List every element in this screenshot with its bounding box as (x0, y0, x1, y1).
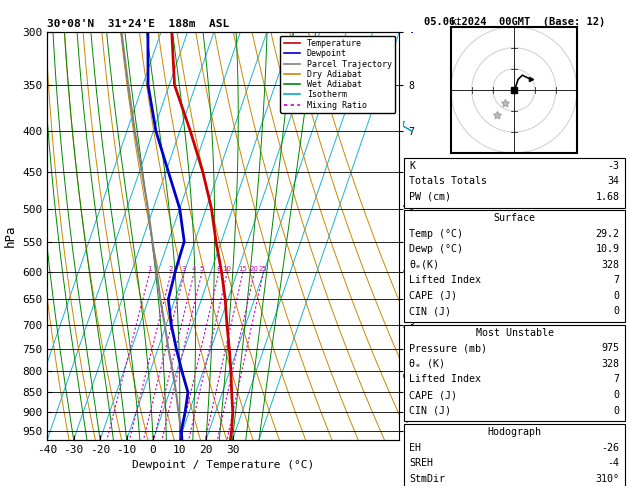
Text: EH: EH (409, 443, 421, 452)
Text: PW (cm): PW (cm) (409, 192, 452, 202)
Text: 0: 0 (613, 390, 620, 400)
Text: K: K (409, 161, 416, 171)
Text: Hodograph: Hodograph (487, 427, 542, 437)
Text: 328: 328 (601, 260, 620, 270)
Text: -26: -26 (601, 443, 620, 452)
Text: Lifted Index: Lifted Index (409, 276, 481, 285)
Text: 4: 4 (191, 266, 196, 272)
Text: 1.68: 1.68 (596, 192, 620, 202)
Text: 0: 0 (613, 291, 620, 301)
Text: Temp (°C): Temp (°C) (409, 229, 464, 239)
Text: 25: 25 (259, 266, 267, 272)
Text: Surface: Surface (494, 213, 535, 223)
Text: -4: -4 (608, 458, 620, 468)
Text: θₑ(K): θₑ(K) (409, 260, 440, 270)
Text: 8: 8 (216, 266, 221, 272)
Text: 1: 1 (147, 266, 152, 272)
Text: 975: 975 (601, 344, 620, 353)
Text: 29.2: 29.2 (596, 229, 620, 239)
Text: CAPE (J): CAPE (J) (409, 291, 457, 301)
Text: 30°08'N  31°24'E  188m  ASL: 30°08'N 31°24'E 188m ASL (47, 19, 230, 30)
Y-axis label: km
ASL: km ASL (442, 225, 460, 246)
Text: 0: 0 (613, 406, 620, 416)
Text: 34: 34 (608, 176, 620, 186)
Text: 10: 10 (222, 266, 231, 272)
Text: CIN (J): CIN (J) (409, 406, 452, 416)
Text: StmDir: StmDir (409, 474, 445, 484)
Text: 20: 20 (249, 266, 258, 272)
Text: 7: 7 (613, 276, 620, 285)
Text: -3: -3 (608, 161, 620, 171)
Text: Lifted Index: Lifted Index (409, 375, 481, 384)
Legend: Temperature, Dewpoint, Parcel Trajectory, Dry Adiabat, Wet Adiabat, Isotherm, Mi: Temperature, Dewpoint, Parcel Trajectory… (281, 36, 395, 113)
Text: 3: 3 (182, 266, 186, 272)
Text: 310°: 310° (596, 474, 620, 484)
Text: 328: 328 (601, 359, 620, 369)
Text: Dewp (°C): Dewp (°C) (409, 244, 464, 254)
Text: 05.06.2024  00GMT  (Base: 12): 05.06.2024 00GMT (Base: 12) (424, 17, 605, 27)
Text: 15: 15 (238, 266, 247, 272)
Text: Totals Totals: Totals Totals (409, 176, 487, 186)
Text: 10.9: 10.9 (596, 244, 620, 254)
Text: 0: 0 (613, 307, 620, 316)
Text: Pressure (mb): Pressure (mb) (409, 344, 487, 353)
Text: θₑ (K): θₑ (K) (409, 359, 445, 369)
Text: © weatheronline.co.uk: © weatheronline.co.uk (462, 468, 567, 477)
Text: Most Unstable: Most Unstable (476, 328, 554, 338)
Text: SREH: SREH (409, 458, 433, 468)
Text: CIN (J): CIN (J) (409, 307, 452, 316)
Text: 2: 2 (169, 266, 173, 272)
Text: kt: kt (451, 17, 462, 27)
Text: 5: 5 (199, 266, 204, 272)
X-axis label: Dewpoint / Temperature (°C): Dewpoint / Temperature (°C) (132, 460, 314, 470)
Y-axis label: hPa: hPa (4, 225, 16, 247)
Text: 7: 7 (613, 375, 620, 384)
Text: CAPE (J): CAPE (J) (409, 390, 457, 400)
